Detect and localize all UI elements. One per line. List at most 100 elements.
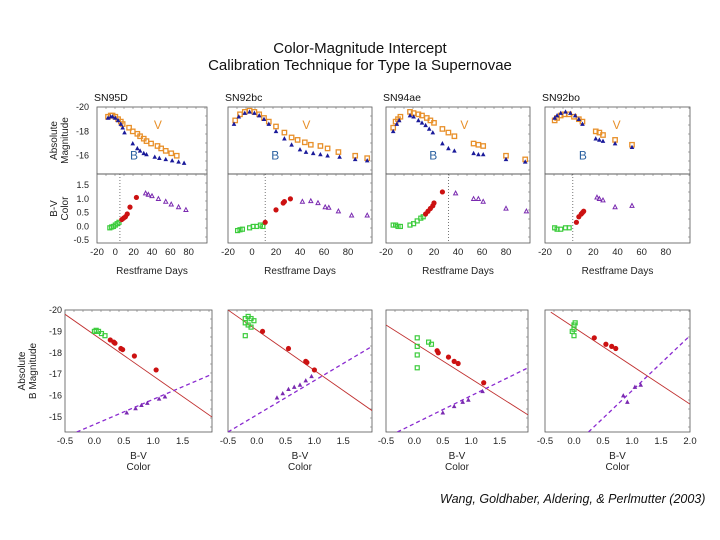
x-tick-label: 0.0	[567, 436, 580, 447]
late-phase-point	[470, 195, 477, 201]
b-band-point	[554, 113, 560, 118]
v-band-point	[451, 133, 458, 140]
b-band-point	[552, 115, 557, 120]
b-band-point	[396, 117, 402, 123]
cmd-late-point	[124, 410, 130, 415]
late-fit-line	[588, 335, 690, 432]
late-phase-point	[149, 192, 155, 199]
b-band-point	[273, 128, 279, 134]
cmd-late-point	[451, 403, 457, 409]
b-band-point	[476, 152, 481, 157]
x-tick-label: 40	[453, 247, 464, 258]
cmd-linear-point	[591, 335, 597, 341]
b-label: B	[579, 148, 587, 162]
x-tick-label: -20	[90, 247, 104, 258]
v-band-point	[439, 126, 446, 132]
linear-phase-point	[133, 194, 140, 201]
y-tick-label: -16	[49, 391, 62, 401]
b-band-point	[266, 121, 272, 126]
v-band-point	[317, 143, 324, 149]
x-tick-label: 60	[165, 247, 176, 258]
late-phase-point	[168, 201, 175, 207]
v-band-point	[168, 150, 175, 157]
lightcurve-3-frame	[385, 106, 531, 175]
late-phase-point	[348, 212, 355, 218]
b-band-point	[419, 120, 425, 125]
v-band-point	[288, 134, 295, 141]
linear-phase-point	[262, 219, 268, 225]
x-tick-label: 1.5	[493, 436, 506, 447]
linear-phase-point	[124, 211, 130, 217]
cmd-linear-point	[120, 346, 126, 353]
x-tick-label: 20	[128, 247, 139, 258]
x-axis-label: Color	[127, 462, 152, 473]
x-tick-label: 0.5	[596, 436, 609, 447]
x-tick-label: 60	[319, 247, 330, 258]
cmd-early-point	[248, 324, 254, 330]
b-band-point	[629, 144, 635, 149]
x-tick-label: -20	[538, 247, 552, 258]
b-band-point	[282, 136, 287, 141]
late-phase-point	[145, 191, 152, 197]
b-band-point	[141, 150, 147, 156]
b-band-point	[576, 116, 582, 121]
x-tick-label: 60	[477, 247, 488, 258]
cmd-early-point	[414, 335, 420, 341]
pre-max-point	[239, 226, 245, 232]
b-band-point	[440, 141, 445, 146]
b-band-point	[390, 128, 396, 134]
x-tick-label: 60	[636, 247, 647, 258]
b-band-point	[135, 145, 140, 151]
x-tick-label: 1.0	[465, 436, 478, 447]
chart-subtitle: Calibration Technique for Type Ia Supern…	[208, 57, 512, 74]
late-phase-point	[523, 207, 530, 214]
fit-line	[228, 310, 372, 411]
x-tick-label: 1.0	[625, 436, 638, 447]
citation: Wang, Goldhaber, Aldering, & Perlmutter …	[440, 492, 706, 506]
b-band-point	[426, 126, 432, 131]
color-3-frame	[385, 173, 531, 244]
late-phase-point	[162, 198, 169, 204]
cmd-linear-point	[451, 358, 457, 364]
b-label: B	[271, 148, 279, 162]
b-band-point	[416, 117, 421, 123]
cmd-late-point	[139, 402, 144, 408]
cmd-late-point	[638, 382, 643, 387]
x-tick-label: -0.5	[537, 436, 553, 447]
b-band-point	[337, 154, 342, 159]
cmd-late-point	[156, 396, 162, 401]
b-band-point	[242, 110, 248, 115]
y-tick-label: -20	[76, 102, 89, 112]
pre-max-point	[414, 218, 420, 224]
x-tick-label: 1.5	[176, 436, 189, 447]
x-axis-label: Color	[606, 462, 631, 473]
b-band-point	[600, 138, 606, 143]
cmd-early-point	[242, 333, 248, 339]
panel-title: SN95D	[94, 92, 128, 104]
b-band-point	[289, 142, 294, 147]
x-axis-label: Color	[445, 462, 470, 473]
v-band-point	[592, 128, 599, 135]
x-axis-label: Restframe Days	[264, 266, 336, 277]
b-band-point	[105, 115, 111, 120]
b-band-point	[122, 130, 127, 135]
cmd-late-point	[621, 393, 626, 398]
pre-max-point	[566, 225, 572, 231]
linear-phase-point	[281, 199, 287, 205]
y-tick-label: -0.5	[73, 235, 89, 245]
late-phase-point	[600, 196, 606, 203]
b-band-point	[407, 113, 413, 118]
late-phase-point	[596, 195, 603, 201]
cmd-early-point	[571, 333, 577, 339]
cmd-late-point	[274, 395, 280, 400]
x-tick-label: -0.5	[220, 436, 236, 447]
x-tick-label: 1.5	[337, 436, 350, 447]
x-tick-label: 20	[588, 247, 599, 258]
b-band-point	[163, 156, 169, 162]
late-phase-point	[364, 212, 371, 218]
cmd-late-point	[286, 386, 291, 391]
b-label: B	[130, 148, 138, 162]
late-phase-point	[299, 198, 306, 204]
cmd-late-point	[297, 382, 303, 387]
x-tick-label: 80	[183, 247, 194, 258]
